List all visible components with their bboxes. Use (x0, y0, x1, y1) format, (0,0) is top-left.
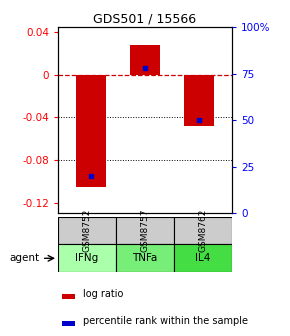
Text: log ratio: log ratio (83, 290, 124, 299)
Title: GDS501 / 15566: GDS501 / 15566 (93, 13, 197, 26)
Text: agent: agent (9, 253, 39, 263)
Bar (174, 217, 232, 245)
Bar (116, 217, 174, 245)
Bar (184, 75, 214, 126)
Bar (58, 245, 116, 272)
Text: percentile rank within the sample: percentile rank within the sample (83, 317, 248, 326)
Text: IFNg: IFNg (75, 253, 99, 263)
Bar (62, 294, 75, 299)
Text: GSM8752: GSM8752 (82, 209, 92, 252)
Text: IL4: IL4 (195, 253, 211, 263)
Bar (76, 75, 106, 187)
Bar (58, 217, 116, 245)
Text: GSM8762: GSM8762 (198, 209, 208, 252)
Bar (130, 45, 160, 75)
Text: TNFa: TNFa (132, 253, 158, 263)
Bar (174, 245, 232, 272)
Text: GSM8757: GSM8757 (140, 209, 150, 252)
Bar (62, 321, 75, 326)
Bar (116, 245, 174, 272)
